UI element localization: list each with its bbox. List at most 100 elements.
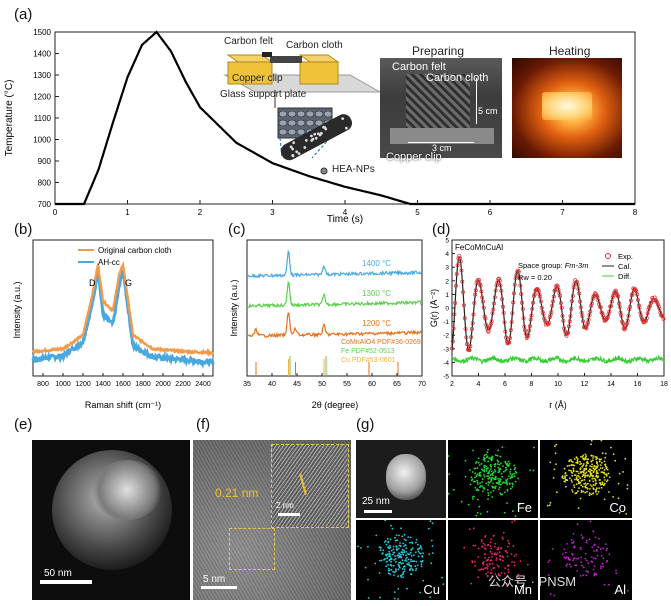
exp-point — [645, 311, 650, 316]
eds-dot — [509, 468, 512, 471]
eds-dot — [491, 496, 494, 498]
eds-dot — [390, 549, 393, 552]
exp-point — [471, 312, 476, 317]
eds-dot — [580, 479, 583, 482]
eds-dot — [593, 544, 596, 547]
eds-dot — [498, 470, 501, 473]
eds-dot — [579, 477, 582, 480]
eds-dot — [582, 454, 584, 457]
eds-dot — [598, 460, 601, 463]
weave-cell — [278, 119, 288, 127]
series-1300c — [246, 280, 423, 309]
eds-dot — [592, 484, 595, 486]
exp-point — [512, 291, 516, 296]
eds-dot — [393, 591, 396, 593]
eds-dot — [474, 486, 477, 489]
eds-dot — [578, 472, 580, 475]
eds-dot — [486, 455, 489, 458]
eds-dot — [427, 527, 430, 530]
eds-dot — [399, 561, 402, 564]
scale-bar-f-label: 5 nm — [203, 574, 226, 585]
eds-dot — [618, 512, 621, 514]
eds-dot — [402, 553, 405, 556]
exp-point — [607, 309, 612, 314]
eds-dot — [513, 468, 516, 471]
eds-dot — [499, 574, 501, 577]
eds-dot — [494, 476, 497, 479]
y-tick-label: 1 — [445, 292, 449, 299]
x-tick-label: 1600 — [115, 381, 131, 388]
eds-dot — [420, 563, 423, 566]
eds-dot — [504, 567, 507, 569]
x-tick-label: 3 — [270, 208, 275, 217]
eds-dot — [403, 533, 406, 536]
eds-dot — [549, 501, 552, 504]
eds-dot — [551, 548, 554, 550]
eds-dot — [598, 458, 601, 460]
nanoparticle-dot — [314, 136, 318, 140]
eds-dot — [585, 559, 588, 562]
exp-point — [530, 306, 535, 311]
eds-dot — [404, 544, 407, 547]
exp-point — [614, 291, 619, 296]
scale-bar-g — [364, 510, 392, 513]
eds-dot — [580, 548, 582, 551]
x-tick-label: 6 — [488, 208, 493, 217]
eds-dot — [563, 548, 566, 551]
eds-dot — [474, 472, 476, 475]
exp-point — [469, 327, 474, 331]
eds-dot — [608, 491, 610, 493]
y-tick-label: 4 — [445, 251, 449, 258]
eds-dot — [603, 469, 606, 471]
eds-dot — [571, 553, 573, 555]
eds-dot — [395, 534, 398, 537]
eds-dot — [397, 598, 399, 600]
eds-dot — [603, 472, 605, 475]
eds-dot — [473, 467, 476, 470]
eds-dot — [590, 443, 592, 446]
exp-point — [542, 316, 547, 321]
eds-dot — [480, 468, 483, 471]
exp-point — [628, 298, 633, 303]
eds-dot — [492, 474, 494, 477]
label-1200c: 1200 °C — [362, 319, 391, 328]
eds-dot — [415, 560, 418, 563]
eds-dot — [493, 478, 496, 481]
exp-point — [470, 321, 475, 326]
eds-dot — [571, 559, 574, 562]
eds-dot — [490, 491, 492, 494]
eds-dot — [506, 502, 508, 505]
eds-dot — [390, 558, 393, 561]
eds-dot — [513, 464, 515, 467]
eds-dot — [576, 479, 579, 482]
eds-dot — [497, 565, 500, 568]
eds-dot — [513, 472, 516, 475]
eds-dot — [507, 565, 510, 567]
eds-dot — [570, 565, 572, 568]
eds-dot — [495, 454, 497, 457]
eds-dot — [476, 483, 479, 485]
eds-dot — [488, 471, 490, 474]
eds-dot — [485, 465, 488, 468]
eds-dot — [492, 567, 495, 570]
eds-dot — [482, 469, 484, 472]
eds-dot — [547, 561, 550, 563]
eds-dot — [580, 484, 583, 487]
eds-dot — [413, 560, 415, 563]
eds-dot — [496, 463, 499, 465]
eds-dot — [509, 471, 511, 473]
eds-dot — [360, 547, 362, 549]
eds-dot — [378, 572, 381, 574]
eds-dot — [573, 464, 576, 467]
eds-dot — [594, 484, 596, 486]
eds-dot — [479, 482, 481, 484]
dimension-line-width — [408, 142, 474, 143]
eds-dot — [474, 462, 477, 464]
eds-dot — [514, 466, 517, 469]
eds-dot — [502, 465, 504, 467]
exp-point — [646, 307, 651, 312]
eds-dot — [592, 455, 595, 457]
eds-dot — [582, 463, 585, 465]
eds-dot — [617, 497, 620, 500]
eds-dot — [403, 538, 406, 541]
